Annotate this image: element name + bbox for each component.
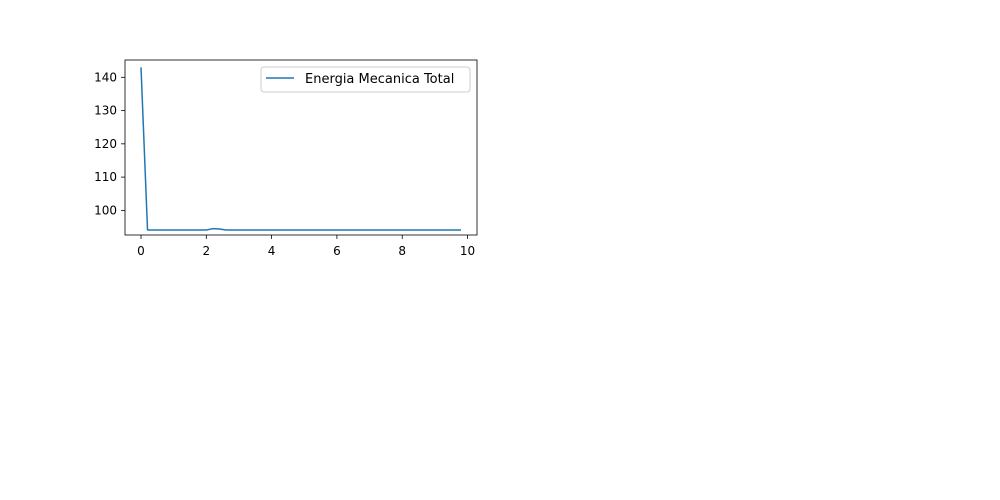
x-tick-label: 8 [398, 244, 406, 258]
y-tick-label: 110 [94, 170, 117, 184]
plot-area: 0 2 4 6 8 10 100 110 120 130 140 [94, 59, 478, 258]
x-tick-label: 4 [268, 244, 276, 258]
legend-frame [260, 66, 471, 93]
y-tick-label: 100 [94, 203, 117, 217]
y-tick-label: 140 [94, 70, 117, 84]
legend-label: Energia Mecanica Total [305, 72, 454, 87]
y-tick-label: 120 [94, 137, 117, 151]
series-line-0 [140, 67, 461, 231]
x-tick-label: 10 [460, 244, 475, 258]
legend: Energia Mecanica Total [260, 66, 471, 93]
x-tick-label: 2 [202, 244, 210, 258]
axes-frame [124, 59, 478, 236]
x-tick-label: 6 [333, 244, 341, 258]
x-tick-label: 0 [137, 244, 145, 258]
y-tick-label: 130 [94, 104, 117, 118]
